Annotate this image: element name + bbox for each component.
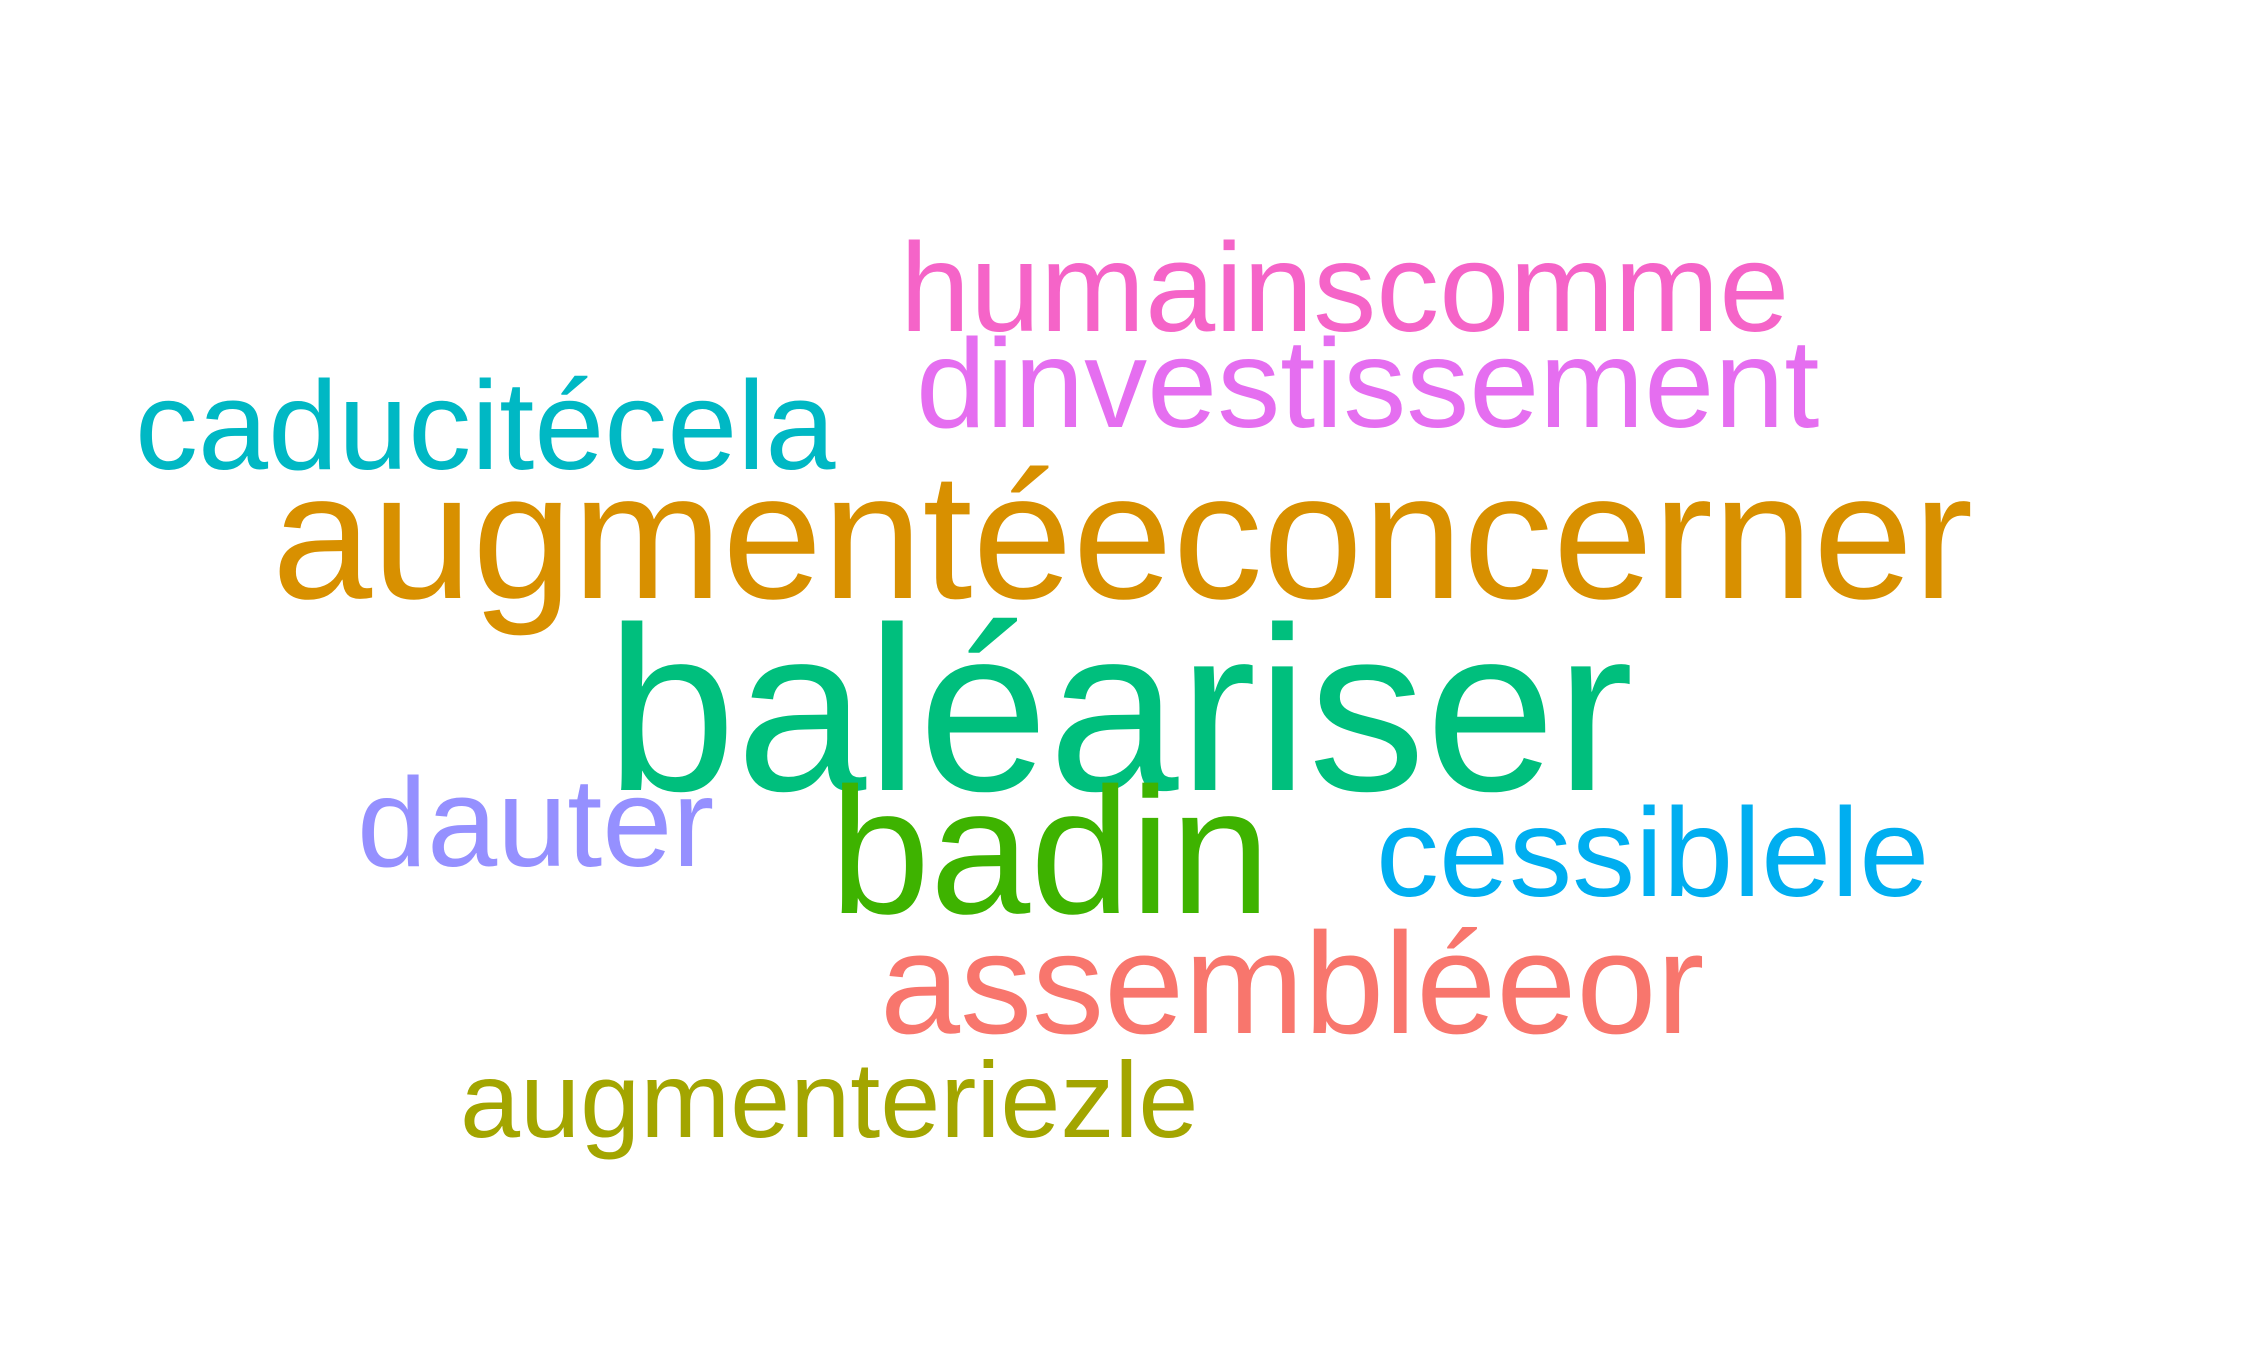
word-baleariser: baléariser (606, 578, 1634, 840)
word-assembleeor: assembléeor (880, 903, 1705, 1064)
word-augmenteeconcerner: augmentéeconcerner (272, 436, 1974, 637)
word-dauter: dauter (357, 752, 715, 893)
word-caducitecela: caducitécela (135, 355, 836, 496)
word-dinvestissement: dinvestissement (916, 313, 1820, 454)
word-badin: badin (830, 751, 1271, 952)
word-augmenteriezle: augmenteriezle (460, 1039, 1199, 1160)
word-cessiblele: cessiblele (1376, 782, 1930, 923)
word-humainscomme: humainscomme (900, 217, 1790, 358)
